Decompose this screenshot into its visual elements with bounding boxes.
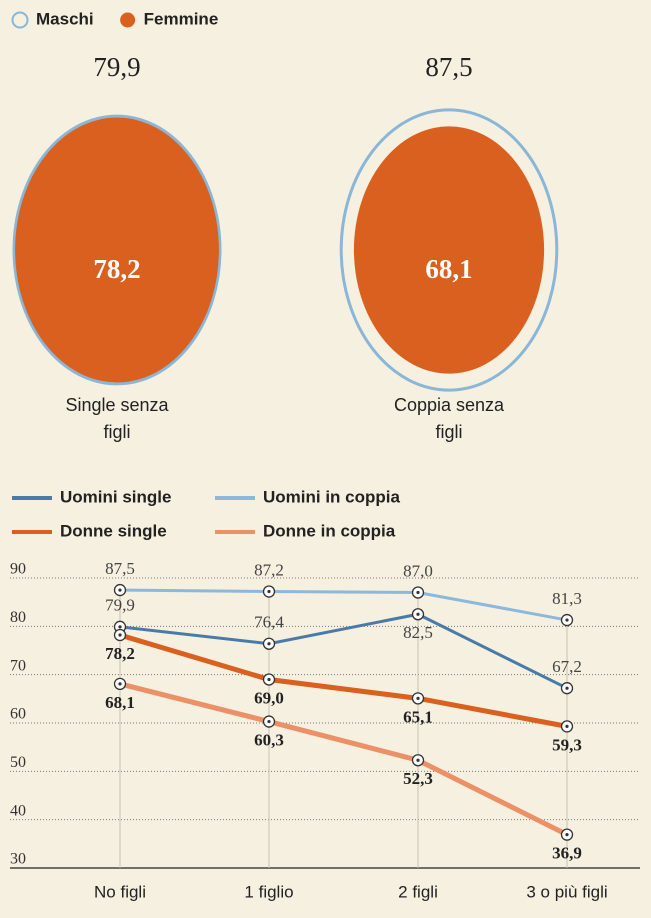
point-dot — [267, 719, 271, 724]
point-dot — [118, 682, 122, 686]
bubble — [12, 114, 222, 386]
x-tick-label: 2 figli — [398, 882, 438, 901]
series-line — [119, 612, 568, 690]
category-label: Single senza figli — [65, 395, 169, 442]
point-dot — [118, 588, 122, 592]
value-label: 81,3 — [552, 589, 582, 608]
category-text: Single senza figli — [65, 395, 169, 442]
category-text: Coppia senza figli — [393, 395, 505, 442]
value-label: 67,2 — [552, 657, 582, 676]
bubble — [15, 117, 219, 383]
value-label: 79,9 — [93, 52, 140, 82]
value-label: 60,3 — [254, 730, 284, 749]
value-label: 65,1 — [403, 707, 433, 726]
legend-label: Uomini single — [60, 487, 171, 506]
value-label: 87,5 — [105, 559, 135, 578]
bubble — [353, 126, 545, 374]
value-label: 87,0 — [403, 561, 433, 580]
value-label: 76,4 — [254, 613, 284, 632]
series-line — [119, 632, 568, 729]
y-tick-label: 70 — [10, 657, 26, 674]
point-dot — [267, 677, 271, 682]
bubble — [339, 108, 559, 392]
point-dot — [565, 618, 569, 622]
point-dot — [118, 625, 122, 629]
point-dot — [416, 696, 420, 700]
value-label: 87,5 — [425, 52, 472, 82]
value-label: 59,3 — [552, 735, 582, 754]
value-label: 52,3 — [403, 769, 433, 788]
y-tick-label: 90 — [10, 561, 26, 578]
legend-swatch — [120, 12, 136, 28]
series-line — [119, 681, 569, 837]
point-dot — [416, 758, 420, 762]
x-tick-label: 1 figlio — [244, 882, 293, 901]
legend-swatch — [11, 11, 29, 29]
legend-label: Maschi — [36, 9, 94, 28]
point-dot — [267, 642, 271, 646]
y-tick-label: 60 — [10, 706, 26, 723]
series-line — [119, 588, 568, 622]
value-label: 36,9 — [552, 844, 582, 863]
value-label: 78,2 — [105, 644, 135, 663]
x-tick-label: No figli — [94, 882, 146, 901]
legend-label: Uomini in coppia — [263, 487, 400, 506]
value-label: 82,5 — [403, 623, 433, 642]
category-label: Coppia senza figli — [393, 395, 505, 442]
x-tick-label: 3 o più figli — [526, 882, 607, 901]
value-label: 78,2 — [93, 254, 140, 284]
y-tick-label: 50 — [10, 754, 26, 771]
y-tick-label: 80 — [10, 609, 26, 626]
value-label: 87,2 — [254, 560, 284, 579]
point-dot — [267, 589, 271, 594]
value-label: 79,9 — [105, 596, 135, 615]
point-dot — [565, 724, 569, 728]
point-dot — [416, 612, 420, 616]
point-dot — [118, 633, 122, 637]
y-tick-label: 30 — [10, 851, 26, 868]
value-label: 68,1 — [425, 254, 472, 284]
point-dot — [565, 686, 569, 690]
value-label: 68,1 — [105, 693, 135, 712]
legend-label: Femmine — [144, 9, 219, 28]
point-dot — [416, 590, 420, 595]
value-label: 69,0 — [254, 688, 284, 707]
point-dot — [565, 833, 569, 837]
y-tick-label: 40 — [10, 802, 26, 819]
legend-label: Donne in coppia — [263, 521, 396, 540]
legend-label: Donne single — [60, 521, 167, 540]
